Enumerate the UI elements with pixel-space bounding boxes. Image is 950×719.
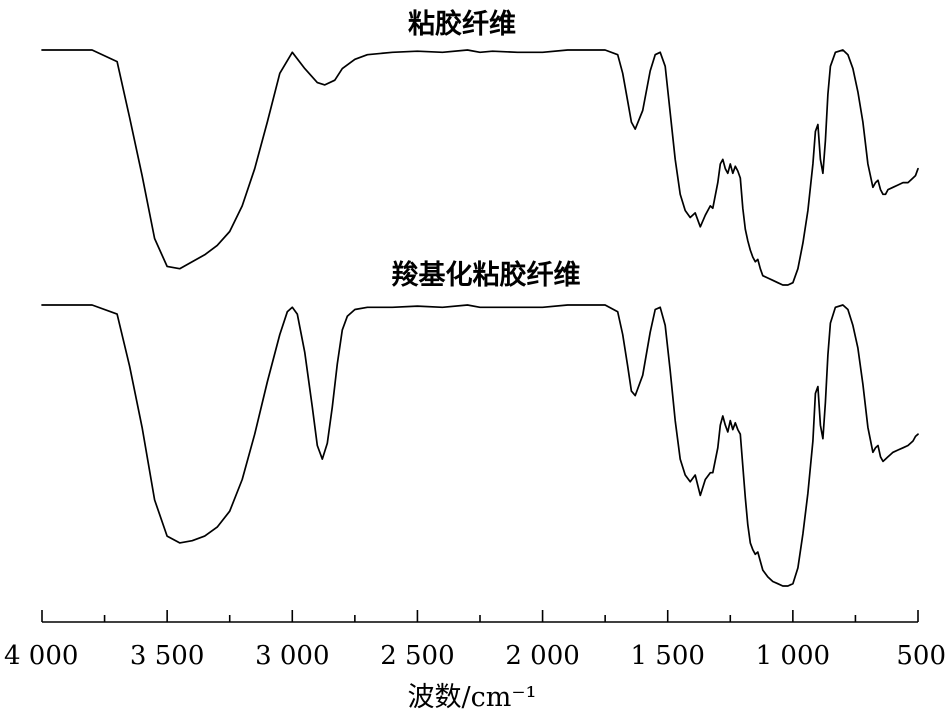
x-tick-label: 2 500 — [380, 641, 454, 671]
x-tick-label: 2 000 — [505, 641, 579, 671]
series-line-viscose — [41, 49, 919, 286]
series-line-carboxylated-viscose — [41, 304, 919, 587]
x-tick-label: 4 000 — [4, 641, 78, 671]
x-tick-labels: 4 000 3 500 3 000 2 500 2 000 1 500 1 000 500 — [4, 641, 946, 671]
series-label-carboxylated-viscose: 羧基化粘胶纤维 — [392, 259, 581, 291]
x-axis: 4 000 3 500 3 000 2 500 2 000 1 500 1 000 500 波… — [4, 610, 946, 713]
series-label-viscose: 粘胶纤维 — [408, 8, 516, 40]
x-tick-label: 3 500 — [130, 641, 204, 671]
x-tick-label: 1 500 — [630, 641, 704, 671]
x-tick-label: 3 000 — [255, 641, 329, 671]
x-tick-label: 1 000 — [756, 641, 830, 671]
x-ticks — [41, 610, 919, 622]
x-axis-label: 波数/cm⁻¹ — [408, 682, 537, 713]
x-tick-label: 500 — [896, 641, 946, 671]
plot-area: 粘胶纤维 羧基化粘胶纤维 — [41, 8, 919, 587]
